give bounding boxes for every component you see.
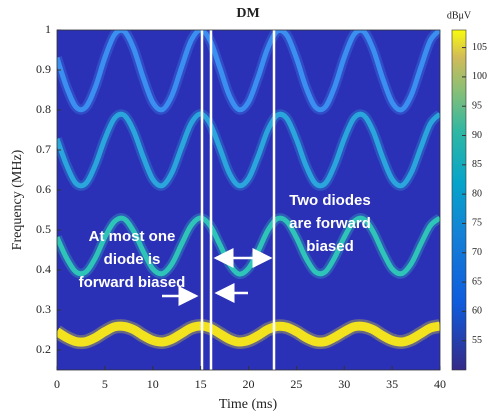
y-tick-label: 0.7: [36, 142, 51, 156]
y-tick-label: 0.2: [36, 342, 51, 356]
colorbar-tick-label: 65: [472, 276, 482, 287]
x-tick-label: 25: [290, 377, 302, 391]
colorbar-tick-label: 90: [472, 130, 482, 141]
chart-title: DM: [236, 6, 259, 21]
x-tick-label: 0: [54, 377, 60, 391]
x-axis-label: Time (ms): [219, 397, 278, 412]
annotation: At most one: [89, 228, 176, 245]
colorbar-label: dBμV: [447, 10, 472, 21]
arrows: [162, 248, 273, 306]
annotation: forward biased: [79, 274, 186, 291]
y-tick-label: 1: [45, 22, 51, 36]
y-tick-label: 0.3: [36, 302, 51, 316]
x-tick-label: 35: [386, 377, 398, 391]
colorbar-tick-label: 100: [472, 71, 487, 82]
annotation: are forward: [289, 215, 371, 232]
y-axis-label: Frequency (MHz): [10, 149, 25, 250]
x-tick-label: 5: [102, 377, 108, 391]
colorbar-tick-label: 60: [472, 306, 482, 317]
annotation: diode is: [104, 251, 161, 268]
y-tick-label: 0.8: [36, 102, 51, 116]
y-tick-label: 0.4: [36, 262, 51, 276]
colorbar-tick-label: 95: [472, 101, 482, 112]
ridge: [57, 111, 440, 189]
y-tick-label: 0.6: [36, 182, 51, 196]
ridge: [57, 321, 440, 347]
x-tick-label: 10: [147, 377, 159, 391]
colorbar-tick-label: 85: [472, 159, 482, 170]
x-tick-label: 15: [195, 377, 207, 391]
x-tick-label: 30: [338, 377, 350, 391]
ridge: [57, 215, 440, 277]
separators: [200, 30, 276, 370]
plot-background: [57, 30, 440, 370]
colorbar-tick-label: 55: [472, 335, 482, 346]
y-tick-label: 0.5: [36, 222, 51, 236]
colorbar-tick-label: 80: [472, 188, 482, 199]
colorbar-tick-label: 75: [472, 218, 482, 229]
colorbar: [451, 29, 467, 371]
x-tick-label: 40: [434, 377, 446, 391]
colorbar-tick-label: 70: [472, 247, 482, 258]
annotation: Two diodes: [289, 192, 370, 209]
colorbar-tick-label: 105: [472, 42, 487, 53]
y-tick-label: 0.9: [36, 62, 51, 76]
x-tick-label: 20: [243, 377, 255, 391]
annotation: biased: [306, 238, 354, 255]
